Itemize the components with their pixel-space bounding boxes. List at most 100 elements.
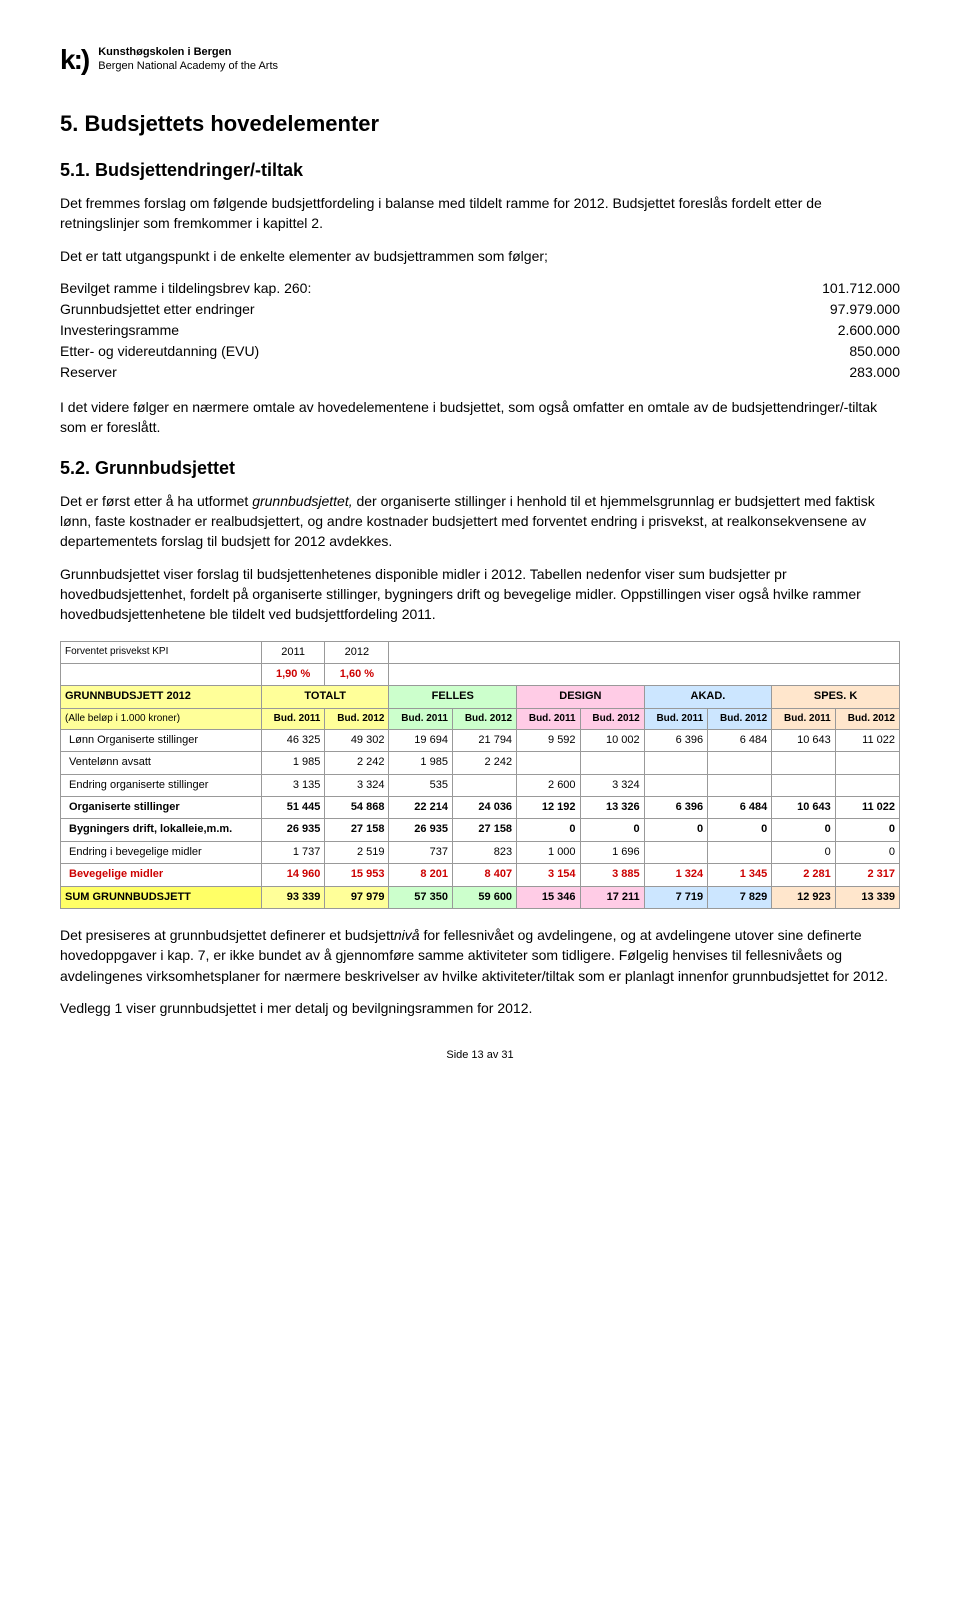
para-2: Det er tatt utgangspunkt i de enkelte el… bbox=[60, 246, 900, 266]
cell: 0 bbox=[835, 841, 899, 863]
table-row: Organiserte stillinger51 44554 86822 214… bbox=[61, 796, 900, 818]
col-label: Bud. 2012 bbox=[452, 708, 516, 729]
cell: 93 339 bbox=[261, 886, 324, 908]
cell: 49 302 bbox=[325, 729, 389, 751]
cell: 11 022 bbox=[835, 796, 899, 818]
cell: 8 201 bbox=[389, 864, 452, 886]
cell: 26 935 bbox=[389, 819, 452, 841]
cell: 21 794 bbox=[452, 729, 516, 751]
cell: 19 694 bbox=[389, 729, 452, 751]
cell: 3 154 bbox=[517, 864, 580, 886]
cell: 3 324 bbox=[580, 774, 644, 796]
cell: 27 158 bbox=[325, 819, 389, 841]
figure-label: Etter- og videreutdanning (EVU) bbox=[60, 341, 800, 362]
cell: 17 211 bbox=[580, 886, 644, 908]
cell: 54 868 bbox=[325, 796, 389, 818]
col-label: Bud. 2011 bbox=[517, 708, 580, 729]
cell bbox=[835, 752, 899, 774]
table-row: Bygningers drift, lokalleie,m.m.26 93527… bbox=[61, 819, 900, 841]
cell: 15 953 bbox=[325, 864, 389, 886]
row-label: Endring i bevegelige midler bbox=[61, 841, 262, 863]
cell: 823 bbox=[452, 841, 516, 863]
cell: 9 592 bbox=[517, 729, 580, 751]
para-4-italic: grunnbudsjettet, bbox=[252, 493, 352, 509]
cell: 2 281 bbox=[772, 864, 835, 886]
cell: 10 643 bbox=[772, 729, 835, 751]
para-1: Det fremmes forslag om følgende budsjett… bbox=[60, 193, 900, 234]
kpi-2012: 1,60 % bbox=[325, 664, 389, 686]
row-label: Organiserte stillinger bbox=[61, 796, 262, 818]
cell: 1 000 bbox=[517, 841, 580, 863]
group-header: SPES. K bbox=[772, 686, 900, 708]
para-4a: Det er først etter å ha utformet bbox=[60, 493, 252, 509]
logo-line1: Kunsthøgskolen i Bergen bbox=[98, 46, 278, 59]
cell: 6 396 bbox=[644, 729, 707, 751]
cell: 0 bbox=[580, 819, 644, 841]
cell bbox=[644, 841, 707, 863]
table-title: GRUNNBUDSJETT 2012 bbox=[61, 686, 262, 708]
cell: 12 923 bbox=[772, 886, 835, 908]
kpi-row: Forventet prisvekst KPI20112012 bbox=[61, 641, 900, 663]
figure-label: Bevilget ramme i tildelingsbrev kap. 260… bbox=[60, 278, 800, 299]
cell bbox=[835, 774, 899, 796]
figure-value: 850.000 bbox=[800, 341, 900, 362]
table-row: Endring organiserte stillinger3 135 3 324… bbox=[61, 774, 900, 796]
logo-text: Kunsthøgskolen i Bergen Bergen National … bbox=[98, 46, 278, 72]
cell bbox=[452, 774, 516, 796]
figure-row: Bevilget ramme i tildelingsbrev kap. 260… bbox=[60, 278, 900, 299]
group-header: AKAD. bbox=[644, 686, 772, 708]
kpi-year-2012: 2012 bbox=[325, 641, 389, 663]
row-label: Bevegelige midler bbox=[61, 864, 262, 886]
col-label: Bud. 2011 bbox=[644, 708, 707, 729]
cell: 1 985 bbox=[389, 752, 452, 774]
figure-value: 283.000 bbox=[800, 362, 900, 383]
para-4: Det er først etter å ha utformet grunnbu… bbox=[60, 491, 900, 552]
cell bbox=[772, 774, 835, 796]
table-row: Ventelønn avsatt1 9852 2421 9852 242 bbox=[61, 752, 900, 774]
cell: 59 600 bbox=[452, 886, 516, 908]
cell bbox=[708, 841, 772, 863]
heading-5: 5. Budsjettets hovedelementer bbox=[60, 109, 900, 140]
cell: 2 242 bbox=[452, 752, 516, 774]
col-label: Bud. 2011 bbox=[261, 708, 324, 729]
cell: 2 242 bbox=[325, 752, 389, 774]
cell: 6 484 bbox=[708, 729, 772, 751]
col-label: Bud. 2012 bbox=[580, 708, 644, 729]
cell: 7 829 bbox=[708, 886, 772, 908]
figure-label: Grunnbudsjettet etter endringer bbox=[60, 299, 800, 320]
cell bbox=[708, 752, 772, 774]
cell: 0 bbox=[772, 819, 835, 841]
heading-5-1: 5.1. Budsjettendringer/-tiltak bbox=[60, 158, 900, 183]
cell: 6 484 bbox=[708, 796, 772, 818]
row-label: Endring organiserte stillinger bbox=[61, 774, 262, 796]
cell: 1 324 bbox=[644, 864, 707, 886]
cell: 2 317 bbox=[835, 864, 899, 886]
kpi-label: Forventet prisvekst KPI bbox=[61, 641, 262, 663]
cell: 0 bbox=[708, 819, 772, 841]
cell: 24 036 bbox=[452, 796, 516, 818]
cell bbox=[517, 752, 580, 774]
cell: 7 719 bbox=[644, 886, 707, 908]
cell: 15 346 bbox=[517, 886, 580, 908]
para-7: Vedlegg 1 viser grunnbudsjettet i mer de… bbox=[60, 998, 900, 1018]
cell: 10 002 bbox=[580, 729, 644, 751]
cell: 11 022 bbox=[835, 729, 899, 751]
col-header-row: (Alle beløp i 1.000 kroner)Bud. 2011Bud.… bbox=[61, 708, 900, 729]
col-label: Bud. 2011 bbox=[772, 708, 835, 729]
cell: 97 979 bbox=[325, 886, 389, 908]
para-6-italic: nivå bbox=[394, 927, 420, 943]
cell: 13 326 bbox=[580, 796, 644, 818]
cell bbox=[772, 752, 835, 774]
figure-label: Investeringsramme bbox=[60, 320, 800, 341]
figure-value: 97.979.000 bbox=[800, 299, 900, 320]
col-label: Bud. 2012 bbox=[835, 708, 899, 729]
cell: 46 325 bbox=[261, 729, 324, 751]
cell: 737 bbox=[389, 841, 452, 863]
cell: 26 935 bbox=[261, 819, 324, 841]
cell bbox=[644, 774, 707, 796]
logo-line2: Bergen National Academy of the Arts bbox=[98, 60, 278, 73]
cell: 3 135 bbox=[261, 774, 324, 796]
cell: 1 737 bbox=[261, 841, 324, 863]
para-6a: Det presiseres at grunnbudsjettet define… bbox=[60, 927, 394, 943]
kpi-values-row: 1,90 %1,60 % bbox=[61, 664, 900, 686]
